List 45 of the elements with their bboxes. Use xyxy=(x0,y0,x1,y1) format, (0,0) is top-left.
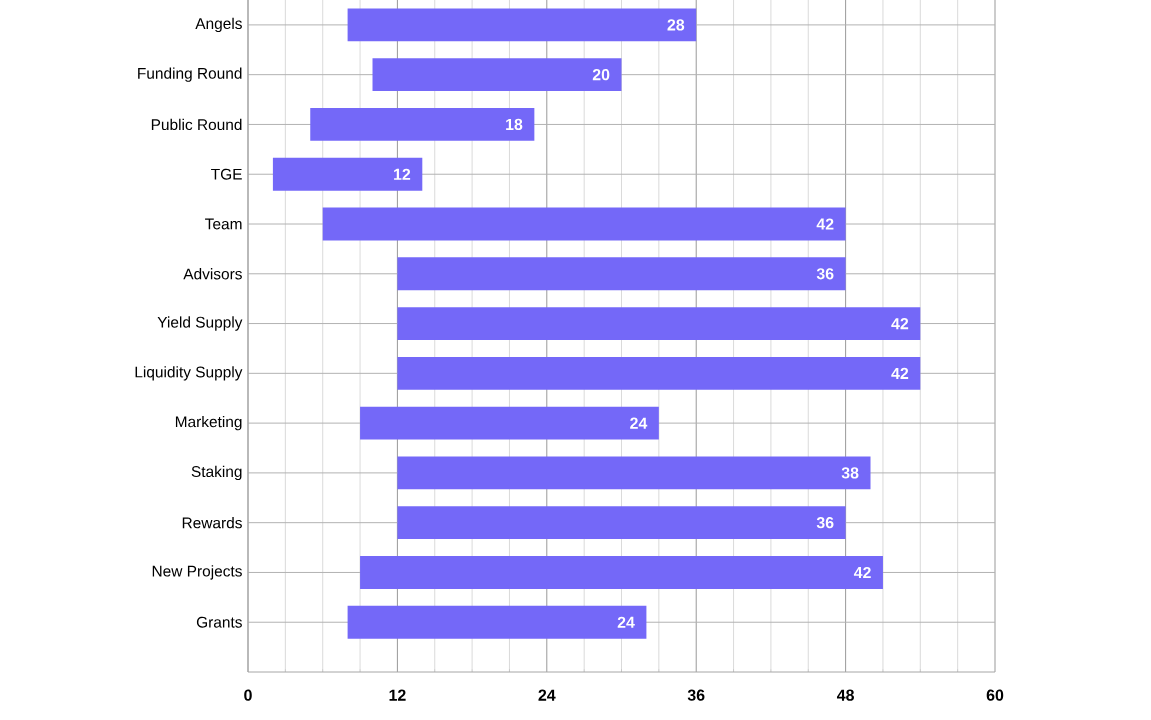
y-tick-label: Rewards xyxy=(182,517,242,529)
bar xyxy=(397,456,871,490)
data-label: 42 xyxy=(816,218,834,230)
data-label: 42 xyxy=(891,318,909,330)
x-tick-label: 24 xyxy=(538,689,556,701)
bar xyxy=(360,556,883,589)
bar xyxy=(397,257,846,291)
bar xyxy=(360,406,659,440)
y-tick-label: Grants xyxy=(196,616,242,628)
y-tick-label: Yield Supply xyxy=(157,316,243,331)
x-tick-label: 0 xyxy=(244,689,252,701)
y-tick-label: Liquidity Supply xyxy=(135,366,243,381)
bar xyxy=(397,356,921,390)
x-tick-label: 48 xyxy=(836,689,854,701)
y-tick-label: Staking xyxy=(191,465,242,481)
y-tick-label: New Projects xyxy=(152,565,242,580)
data-label: 36 xyxy=(816,517,834,529)
data-label: 24 xyxy=(617,616,635,628)
data-label: 42 xyxy=(891,367,909,379)
bar xyxy=(347,605,647,639)
y-tick-label: Marketing xyxy=(175,415,242,431)
bar xyxy=(322,207,846,241)
bar xyxy=(272,157,423,191)
bar xyxy=(310,108,535,141)
y-tick-label: Funding Round xyxy=(138,67,242,82)
data-label: 42 xyxy=(853,566,871,579)
y-tick-label: Advisors xyxy=(183,268,242,280)
x-tick-label: 12 xyxy=(389,689,406,701)
data-label: 18 xyxy=(506,118,523,131)
y-tick-label: TGE xyxy=(211,168,242,180)
data-label: 28 xyxy=(667,19,685,31)
data-label: 20 xyxy=(592,69,610,81)
x-tick-label: 60 xyxy=(986,689,1004,701)
y-tick-label: Public Round xyxy=(151,118,242,131)
bar xyxy=(347,8,697,42)
y-tick-label: Angels xyxy=(195,17,242,33)
data-label: 36 xyxy=(816,268,834,280)
data-label: 24 xyxy=(630,417,648,429)
bar xyxy=(397,307,921,340)
bar xyxy=(372,58,622,92)
data-label: 38 xyxy=(841,467,859,479)
bar xyxy=(397,506,846,540)
x-tick-label: 36 xyxy=(687,689,705,701)
data-label: 12 xyxy=(394,168,411,180)
y-tick-label: Team xyxy=(205,218,242,230)
